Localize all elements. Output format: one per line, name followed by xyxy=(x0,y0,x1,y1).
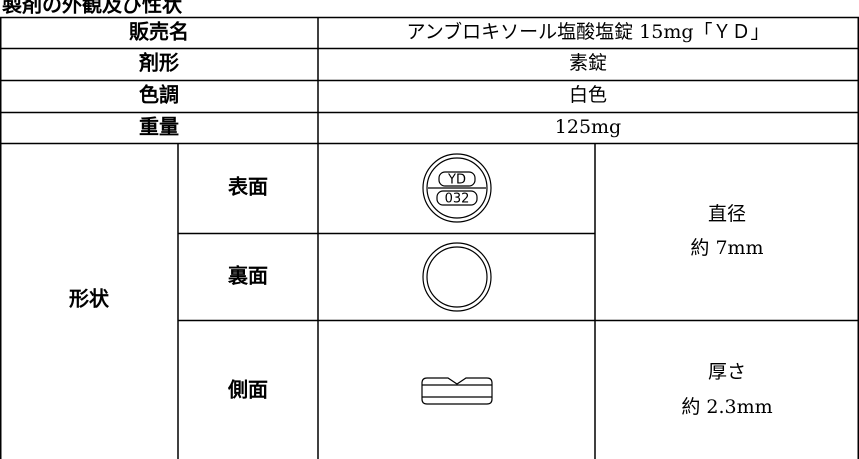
row-label: 重量 xyxy=(139,115,179,139)
row-label: 色調 xyxy=(139,83,179,107)
thickness-label: 厚さ xyxy=(708,361,746,383)
pill-front: YD 032 xyxy=(422,153,492,223)
thickness-value: 約 2.3mm xyxy=(681,396,772,418)
row-value: 素錠 xyxy=(569,52,607,74)
imprint: 032 xyxy=(445,192,470,207)
row-value: アンブロキソール塩酸塩錠 15mg「ＹＤ」 xyxy=(406,20,769,43)
row-value: 125mg xyxy=(555,116,621,138)
diameter-label: 直径 xyxy=(708,203,746,225)
shape-label: 形状 xyxy=(69,287,110,311)
pill-side xyxy=(421,377,493,405)
imprint: YD xyxy=(447,173,466,188)
row-label: 販売名 xyxy=(129,20,189,44)
face-label: 表面 xyxy=(228,175,268,199)
row-label: 剤形 xyxy=(138,51,179,75)
face-label: 側面 xyxy=(227,378,268,402)
table-grid xyxy=(0,16,859,459)
diameter-value: 約 7mm xyxy=(690,237,763,259)
face-label: 裏面 xyxy=(227,264,268,288)
pill-back xyxy=(422,242,492,312)
row-value: 白色 xyxy=(569,84,607,106)
heading: 製剤の外観及び性状 xyxy=(2,0,183,17)
